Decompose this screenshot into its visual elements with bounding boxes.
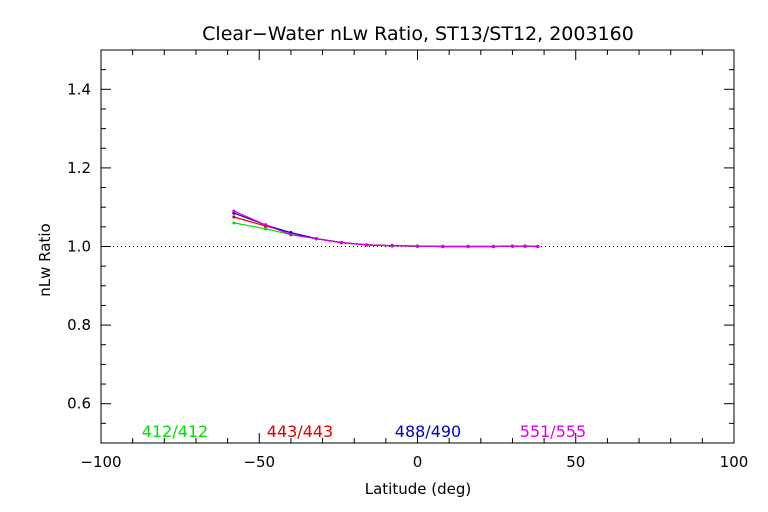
data-point xyxy=(289,233,293,237)
plot-area: −100 −50 0 50 100 0.6 0.8 1.0 1.2 1.4 412/412 443/4… xyxy=(67,49,749,471)
data-point xyxy=(390,244,394,248)
x-tick-label: 50 xyxy=(566,453,585,471)
data-point xyxy=(232,209,236,213)
y-tick-label: 0.6 xyxy=(67,395,91,413)
y-axis-label: nLw Ratio xyxy=(36,223,54,296)
series-line xyxy=(233,210,538,248)
data-point xyxy=(232,215,236,219)
data-point xyxy=(536,244,540,249)
legend-label: 412/412 xyxy=(142,422,208,441)
data-point xyxy=(523,244,527,248)
chart-title: Clear−Water nLw Ratio, ST13/ST12, 200316… xyxy=(202,23,634,45)
legend-label: 443/443 xyxy=(267,422,333,441)
legend-label: 488/490 xyxy=(395,422,461,441)
data-point xyxy=(232,221,236,225)
y-tick-label: 0.8 xyxy=(67,316,91,334)
x-tick-label: 100 xyxy=(720,453,749,471)
data-point xyxy=(466,244,470,249)
data-point xyxy=(415,244,420,248)
data-point xyxy=(491,244,496,249)
y-tick-label: 1.2 xyxy=(67,159,91,177)
data-point xyxy=(510,244,515,248)
data-point xyxy=(339,240,344,245)
x-axis-label: Latitude (deg) xyxy=(365,480,471,498)
y-tick-label: 1.4 xyxy=(67,80,91,98)
data-point xyxy=(263,227,268,231)
data-point xyxy=(441,244,445,249)
x-tick-label: 0 xyxy=(413,453,423,471)
data-point xyxy=(365,243,369,247)
data-point xyxy=(314,237,318,241)
legend-label: 551/555 xyxy=(520,422,586,441)
x-tick-label: −100 xyxy=(80,453,121,471)
x-tick-label: −50 xyxy=(243,453,275,471)
data-point xyxy=(263,223,268,227)
y-tick-label: 1.0 xyxy=(67,238,91,256)
